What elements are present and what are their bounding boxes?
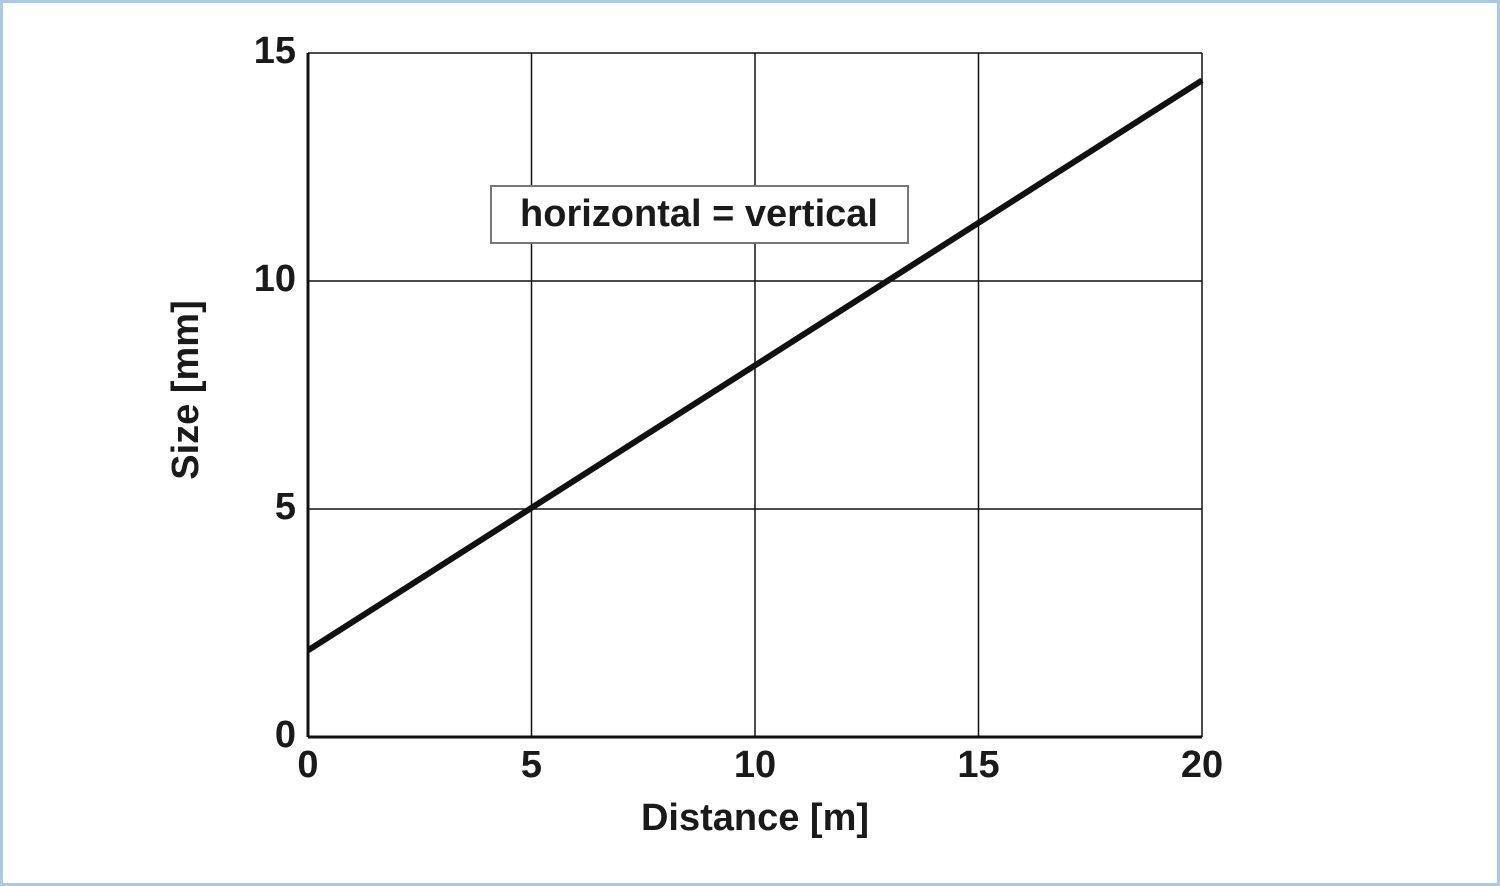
y-tick-label: 0	[275, 714, 296, 756]
y-tick-label: 15	[254, 30, 296, 72]
annotation: horizontal = vertical	[520, 193, 878, 235]
x-tick-label: 5	[521, 744, 542, 786]
x-axis-label: Distance [m]	[641, 797, 869, 839]
x-tick-label: 15	[957, 744, 999, 786]
x-tick-label: 0	[297, 744, 318, 786]
y-tick-label: 10	[254, 258, 296, 300]
x-tick-label: 20	[1181, 744, 1223, 786]
data-line	[306, 77, 1204, 653]
annotation-box	[490, 185, 909, 244]
y-tick-label: 5	[275, 486, 296, 528]
x-tick-label: 10	[734, 744, 776, 786]
y-axis-label: Size [mm]	[165, 300, 207, 479]
